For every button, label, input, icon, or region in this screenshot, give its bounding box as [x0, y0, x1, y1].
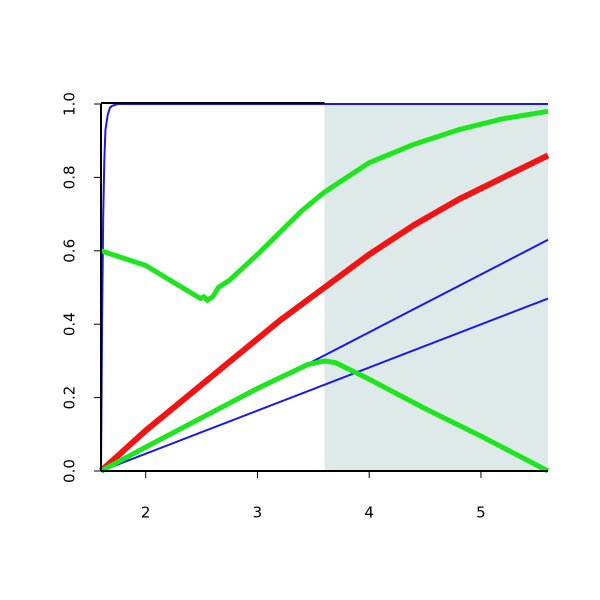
data-line: [100, 108, 549, 303]
x-tick-label: 3: [253, 504, 263, 522]
x-tick-label: 4: [364, 504, 374, 522]
y-tick-label: 1.0: [61, 92, 79, 116]
data-line: [99, 358, 550, 474]
data-line: [100, 297, 549, 472]
y-tick-label: 0.4: [61, 312, 79, 336]
y-tick-label: 0.2: [61, 386, 79, 410]
y-tick-label: 0.8: [61, 165, 79, 189]
x-tick-label: 2: [141, 504, 151, 522]
data-line: [98, 152, 550, 474]
x-tick-label: 5: [476, 504, 486, 522]
y-tick-label: 0.6: [61, 239, 79, 263]
y-tick-label: 0.0: [61, 459, 79, 483]
